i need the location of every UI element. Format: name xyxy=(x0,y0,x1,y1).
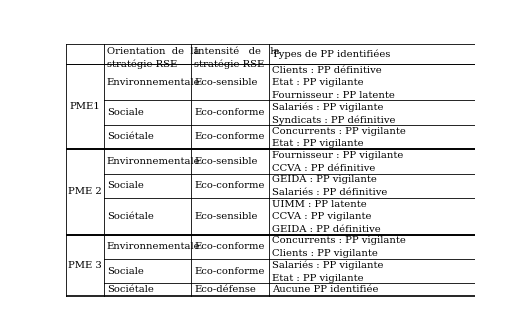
Text: Eco-sensible: Eco-sensible xyxy=(194,157,258,166)
Text: Eco-conforme: Eco-conforme xyxy=(194,132,265,141)
Text: Sociale: Sociale xyxy=(107,181,144,190)
Text: Concurrents : PP vigilante
Etat : PP vigilante: Concurrents : PP vigilante Etat : PP vig… xyxy=(272,127,406,148)
Text: Eco-conforme: Eco-conforme xyxy=(194,181,265,190)
Text: Sociétale: Sociétale xyxy=(107,132,154,141)
Text: Eco-conforme: Eco-conforme xyxy=(194,242,265,251)
Text: PME 3: PME 3 xyxy=(68,261,102,270)
Text: PME 2: PME 2 xyxy=(68,187,102,196)
Text: Sociale: Sociale xyxy=(107,267,144,276)
Text: Eco-conforme: Eco-conforme xyxy=(194,267,265,276)
Text: PME1: PME1 xyxy=(70,102,100,111)
Text: Sociale: Sociale xyxy=(107,108,144,117)
Text: Fournisseur : PP vigilante
CCVA : PP définitive: Fournisseur : PP vigilante CCVA : PP déf… xyxy=(272,151,403,173)
Text: Sociétale: Sociétale xyxy=(107,285,154,294)
Text: Clients : PP définitive
Etat : PP vigilante
Fournisseur : PP latente: Clients : PP définitive Etat : PP vigila… xyxy=(272,66,395,99)
Text: Concurrents : PP vigilante
Clients : PP vigilante: Concurrents : PP vigilante Clients : PP … xyxy=(272,237,406,258)
Text: Intensité   de   la
stratégie RSE: Intensité de la stratégie RSE xyxy=(194,47,280,69)
Text: Eco-sensible: Eco-sensible xyxy=(194,77,258,86)
Text: Types de PP identifiées: Types de PP identifiées xyxy=(272,49,390,59)
Text: Environnementale: Environnementale xyxy=(107,77,201,86)
Text: Salariés : PP vigilante
Syndicats : PP définitive: Salariés : PP vigilante Syndicats : PP d… xyxy=(272,102,395,125)
Text: Environnementale: Environnementale xyxy=(107,157,201,166)
Text: Sociétale: Sociétale xyxy=(107,212,154,221)
Text: Aucune PP identifiée: Aucune PP identifiée xyxy=(272,285,379,294)
Text: Orientation  de  la
stratégie RSE: Orientation de la stratégie RSE xyxy=(107,47,200,69)
Text: Eco-sensible: Eco-sensible xyxy=(194,212,258,221)
Text: UIMM : PP latente
CCVA : PP vigilante
GEIDA : PP définitive: UIMM : PP latente CCVA : PP vigilante GE… xyxy=(272,200,381,234)
Text: Eco-défense: Eco-défense xyxy=(194,285,256,294)
Text: Environnementale: Environnementale xyxy=(107,242,201,251)
Text: Salariés : PP vigilante
Etat : PP vigilante: Salariés : PP vigilante Etat : PP vigila… xyxy=(272,261,383,283)
Text: Eco-conforme: Eco-conforme xyxy=(194,108,265,117)
Text: GEIDA : PP vigilante
Salariés : PP définitive: GEIDA : PP vigilante Salariés : PP défin… xyxy=(272,176,387,197)
